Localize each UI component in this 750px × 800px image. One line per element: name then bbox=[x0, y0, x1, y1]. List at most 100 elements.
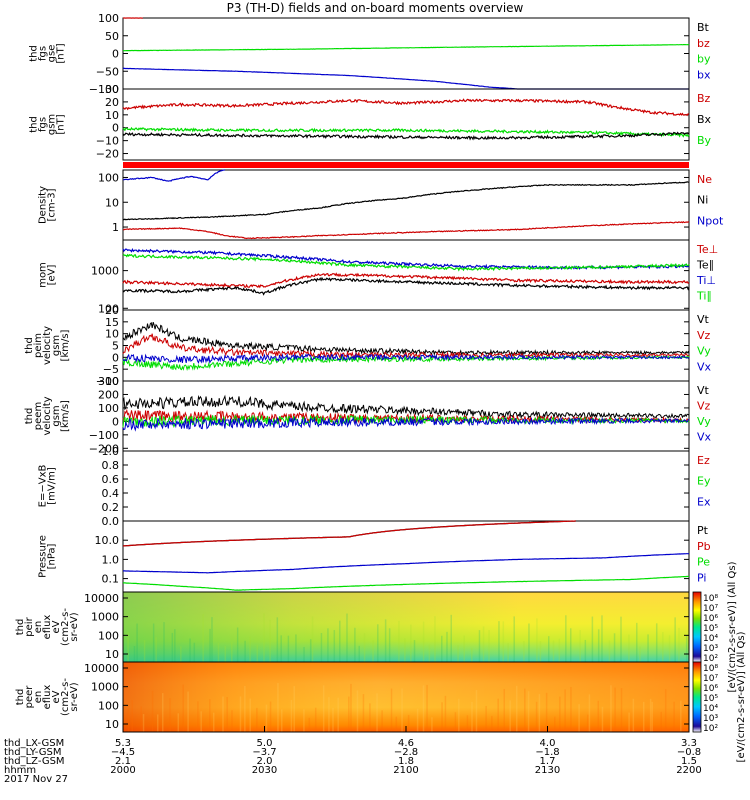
spectrogram-streak bbox=[552, 640, 555, 662]
spectrogram-streak bbox=[601, 615, 603, 662]
y-tick-label: 10 bbox=[105, 196, 119, 209]
y-tick-label: 0.8 bbox=[102, 459, 120, 472]
spectrogram-streak bbox=[664, 689, 667, 732]
series-fgs_gsm-Bz bbox=[122, 98, 690, 117]
spectrogram-streak bbox=[678, 627, 680, 662]
spectrogram-streak bbox=[142, 714, 145, 732]
spectrogram-streak bbox=[180, 646, 182, 662]
series-fgs_gsm-Bx bbox=[122, 131, 690, 141]
y-tick-label: 10000 bbox=[84, 592, 119, 605]
y-tick-label: 0.4 bbox=[102, 487, 120, 500]
y-tick-label: −20 bbox=[96, 148, 119, 161]
spectrogram-streak bbox=[171, 632, 174, 662]
series-peim-Vz bbox=[122, 333, 690, 360]
legend-temperature-0: Te⊥ bbox=[696, 243, 718, 256]
y-tick-label: 0 bbox=[112, 48, 119, 61]
spectrogram-streak bbox=[491, 715, 493, 732]
y-tick-label: −50 bbox=[96, 65, 119, 78]
y-tick-label: 0 bbox=[112, 122, 119, 135]
panel-frame-fgs_gsm bbox=[122, 88, 690, 161]
page-title: P3 (TH-D) fields and on-board moments ov… bbox=[226, 1, 524, 15]
colorbar-tick: 10⁴ bbox=[703, 704, 718, 714]
spectrogram-streak bbox=[263, 613, 265, 662]
spectrogram-streak bbox=[528, 623, 530, 662]
colorbar-tick: 10⁶ bbox=[703, 614, 718, 624]
series-temperature-Te⊥ bbox=[122, 272, 690, 289]
spectrogram-streak bbox=[410, 624, 412, 662]
x-tick-lz: 2.0 bbox=[257, 756, 273, 767]
spectrogram-streak bbox=[193, 642, 196, 662]
colorbar-tick: 10⁸ bbox=[703, 664, 718, 674]
spectrogram-streak bbox=[376, 693, 378, 732]
series-pressure-Pe bbox=[123, 575, 689, 591]
x-row-label-4: 2017 Nov 27 bbox=[4, 774, 68, 785]
y-axis-label-peir: thdpeirenefluxeV(cm2-s-sr-eV) bbox=[15, 608, 80, 646]
y-tick-label: 10 bbox=[105, 328, 119, 341]
spectrogram-streak bbox=[398, 620, 400, 662]
colorbar-tick: 10² bbox=[703, 724, 718, 734]
panel-frame-temperature bbox=[122, 239, 690, 311]
panel-frame-efield bbox=[122, 450, 690, 522]
y-tick-label: 100 bbox=[98, 302, 119, 315]
spectrogram-streak bbox=[422, 621, 425, 662]
spectrogram-streak bbox=[513, 616, 515, 662]
y-tick-label: 0 bbox=[112, 351, 119, 364]
quality-flag-bar bbox=[123, 162, 689, 168]
spectrogram-streak bbox=[535, 701, 538, 732]
spectrogram-streak bbox=[454, 712, 457, 732]
colorbar-tick: 10⁷ bbox=[703, 674, 718, 684]
y-tick-label: 50 bbox=[105, 30, 119, 43]
spectrogram-streak bbox=[256, 644, 259, 662]
x-tick-hhmm: 2100 bbox=[393, 765, 418, 776]
spectrogram-streak bbox=[620, 616, 622, 662]
series-density-Ni bbox=[122, 181, 689, 221]
legend-peem-3: Vx bbox=[697, 431, 712, 444]
legend-pressure-1: Pb bbox=[697, 540, 711, 553]
spectrogram-streak bbox=[327, 628, 329, 662]
spectrogram-streak bbox=[597, 700, 600, 732]
x-tick-ly: −3.7 bbox=[252, 747, 276, 758]
spectrogram-streak bbox=[570, 686, 572, 732]
spectrogram-streak bbox=[339, 620, 341, 662]
spectrogram-streak bbox=[346, 613, 348, 662]
y-tick-label: 10.0 bbox=[95, 534, 120, 547]
legend-fgs_gsm-2: By bbox=[697, 134, 712, 147]
panel-temperature: 1000 100 mom[eV] Te⊥ Te∥ Ti⊥ Ti∥ bbox=[38, 239, 718, 315]
spectrogram-streak bbox=[527, 691, 530, 732]
series-temperature-Te∥ bbox=[122, 276, 690, 296]
panel-efield: 1.00.80.60.40.20.0 E=−VxB[mV/m] Ez Ey Ex bbox=[38, 445, 711, 528]
spectrogram-streak bbox=[363, 633, 366, 662]
y-tick-label: 0.1 bbox=[102, 573, 120, 586]
series-peim-Vx bbox=[122, 352, 690, 365]
spectrogram-streak bbox=[133, 646, 136, 662]
x-tick-ly: −4.5 bbox=[111, 747, 135, 758]
x-tick-lz: 1.8 bbox=[398, 756, 414, 767]
y-axis-label-fgs_gse: thdfgsgse[nT] bbox=[29, 43, 67, 63]
spectrogram-streak bbox=[211, 617, 213, 662]
spectrogram-streak bbox=[507, 643, 509, 662]
colorbar-tick: 10³ bbox=[703, 644, 718, 654]
x-tick-lz: 1.7 bbox=[540, 756, 556, 767]
y-tick-label: −100 bbox=[89, 83, 119, 96]
spectrogram-streak bbox=[231, 642, 233, 662]
spectrogram-streak bbox=[320, 633, 323, 662]
spectrogram-streak bbox=[280, 635, 282, 662]
y-tick-label: 100 bbox=[98, 12, 119, 25]
spectrogram-streak bbox=[356, 690, 359, 732]
spectrogram-streak bbox=[584, 639, 587, 662]
spectrogram-streak bbox=[471, 647, 473, 662]
spectrogram-streak bbox=[182, 684, 184, 732]
spectrogram-streak bbox=[395, 716, 398, 732]
spectrogram-streak bbox=[662, 632, 664, 662]
y-tick-label: −10 bbox=[96, 375, 119, 388]
spectrogram-streak bbox=[384, 619, 387, 662]
spectrogram-streak bbox=[290, 700, 293, 732]
spectrogram-streak bbox=[236, 627, 239, 662]
x-tick-hhmm: 2000 bbox=[110, 765, 135, 776]
spectrogram-streak bbox=[140, 706, 142, 732]
spectrogram-streak bbox=[478, 630, 481, 662]
spectrogram-streak bbox=[348, 696, 350, 732]
spectrogram-streak bbox=[303, 709, 305, 732]
panel-pressure: 10.0 1.0 0.1 Pressure[nPa] Pt Pb Pe Pi bbox=[38, 520, 711, 593]
